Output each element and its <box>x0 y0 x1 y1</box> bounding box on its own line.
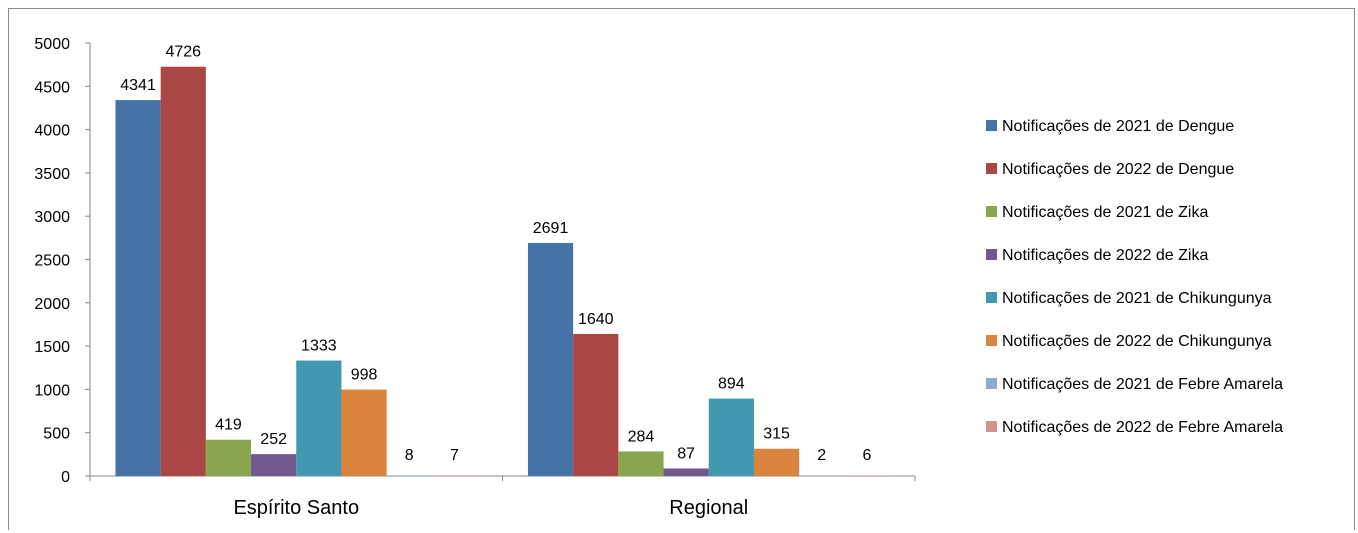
legend-swatch <box>986 378 997 389</box>
bar-value-label: 315 <box>763 426 790 443</box>
y-tick-label: 2500 <box>34 253 70 270</box>
legend-label: Notificações de 2022 de Dengue <box>1002 161 1234 178</box>
bar-value-label: 998 <box>351 367 378 384</box>
legend-swatch <box>986 421 997 432</box>
legend-label: Notificações de 2021 de Zika <box>1002 204 1208 221</box>
y-tick-label: 3500 <box>34 166 70 183</box>
bar <box>753 448 800 476</box>
y-tick-label: 1500 <box>34 339 70 356</box>
bar <box>296 360 342 476</box>
bar <box>251 454 297 476</box>
y-tick-label: 4500 <box>34 79 70 96</box>
legend-swatch <box>986 249 997 260</box>
bar-value-label: 419 <box>215 417 242 434</box>
bar-value-label: 2 <box>817 447 826 464</box>
legend-swatch <box>986 335 997 346</box>
bar <box>527 242 574 476</box>
legend-item: Notificações de 2021 de Dengue <box>986 118 1234 135</box>
bar <box>618 451 664 476</box>
legend: Notificações de 2021 de Dengue Notificaçõ… <box>986 118 1283 436</box>
bar <box>386 475 432 476</box>
y-tick-label: 500 <box>43 426 70 443</box>
bar-value-label: 252 <box>260 431 287 448</box>
y-tick-label: 3000 <box>34 209 70 226</box>
bar <box>341 389 387 476</box>
bar-value-label: 4341 <box>120 77 156 94</box>
bar-value-label: 8 <box>405 447 414 464</box>
y-tick-label: 2000 <box>34 296 70 313</box>
y-tick-label: 4000 <box>34 123 70 140</box>
legend-label: Notificações de 2022 de Febre Amarela <box>1002 419 1283 436</box>
legend-label: Notificações de 2022 de Chikungunya <box>1002 333 1272 350</box>
legend-swatch <box>986 163 997 174</box>
legend-item: Notificações de 2022 de Zika <box>986 247 1208 264</box>
bar-value-label: 1640 <box>578 311 614 328</box>
legend-swatch <box>986 120 997 131</box>
y-tick-label: 0 <box>61 469 70 486</box>
legend-label: Notificações de 2022 de Zika <box>1002 247 1208 264</box>
bar <box>844 475 890 476</box>
bar-value-label: 1333 <box>301 338 337 355</box>
bar <box>431 475 478 476</box>
bar <box>708 398 754 476</box>
y-tick-label: 5000 <box>34 36 70 53</box>
legend-swatch <box>986 292 997 303</box>
legend-label: Notificações de 2021 de Chikungunya <box>1002 290 1272 307</box>
bar-value-label: 2691 <box>533 220 569 237</box>
bar <box>663 468 709 476</box>
bars <box>115 66 890 477</box>
bar <box>160 66 206 477</box>
bar-value-label: 284 <box>628 428 655 445</box>
legend-label: Notificações de 2021 de Dengue <box>1002 118 1234 135</box>
legend-item: Notificações de 2022 de Dengue <box>986 161 1234 178</box>
legend-item: Notificações de 2021 de Zika <box>986 204 1208 221</box>
bar-value-label: 6 <box>862 447 871 464</box>
legend-item: Notificações de 2022 de Chikungunya <box>986 333 1272 350</box>
bar-value-label: 87 <box>677 445 695 462</box>
legend-item: Notificações de 2021 de Chikungunya <box>986 290 1272 307</box>
x-category-label: Regional <box>669 497 748 519</box>
bar-value-label: 4726 <box>165 44 201 61</box>
bar <box>205 439 252 476</box>
legend-item: Notificações de 2021 de Febre Amarela <box>986 376 1283 393</box>
legend-item: Notificações de 2022 de Febre Amarela <box>986 419 1283 436</box>
legend-label: Notificações de 2021 de Febre Amarela <box>1002 376 1283 393</box>
bar <box>573 333 619 476</box>
bar-value-label: 894 <box>718 376 745 393</box>
x-category-label: Espírito Santo <box>233 497 359 519</box>
bar-value-label: 7 <box>450 447 459 464</box>
y-tick-label: 1000 <box>34 382 70 399</box>
bar <box>115 100 161 476</box>
legend-swatch <box>986 206 997 217</box>
